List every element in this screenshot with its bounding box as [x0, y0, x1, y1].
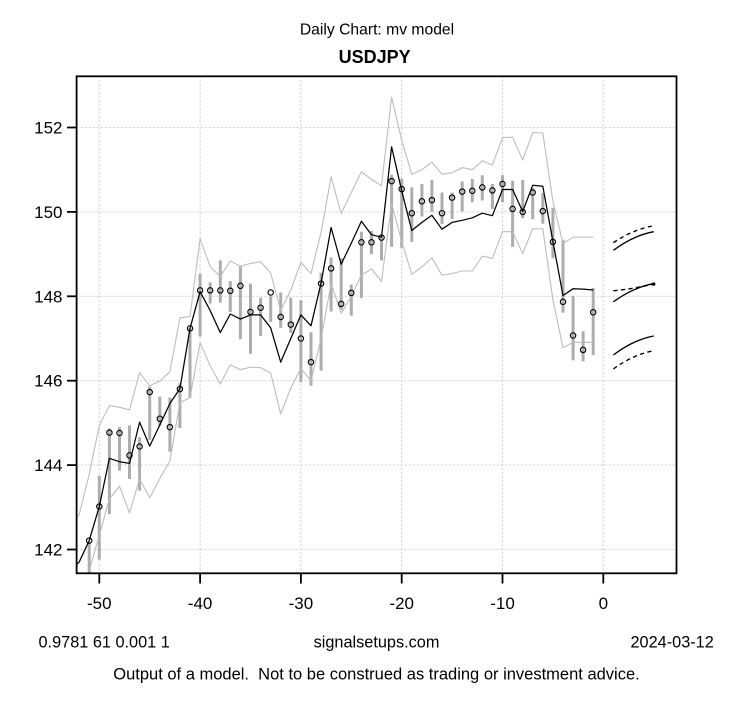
svg-text:Daily Chart: mv model: Daily Chart: mv model: [300, 22, 454, 39]
svg-text:-10: -10: [490, 594, 515, 613]
svg-text:USDJPY: USDJPY: [339, 47, 411, 67]
svg-text:148: 148: [34, 287, 62, 306]
svg-text:146: 146: [34, 372, 62, 391]
svg-text:152: 152: [34, 119, 62, 138]
svg-text:150: 150: [34, 203, 62, 222]
svg-text:0: 0: [599, 594, 608, 613]
svg-text:0.9781 61 0.001 1: 0.9781 61 0.001 1: [39, 634, 170, 652]
svg-text:-30: -30: [289, 594, 314, 613]
svg-text:-40: -40: [188, 594, 213, 613]
svg-text:-20: -20: [389, 594, 414, 613]
svg-text:signalsetups.com: signalsetups.com: [314, 634, 440, 652]
svg-text:144: 144: [34, 456, 62, 475]
svg-text:Output of a model. Not to be: Output of a model. Not to be construed a…: [113, 666, 639, 684]
svg-text:2024-03-12: 2024-03-12: [631, 634, 714, 652]
svg-text:142: 142: [34, 541, 62, 560]
svg-text:-50: -50: [87, 594, 112, 613]
